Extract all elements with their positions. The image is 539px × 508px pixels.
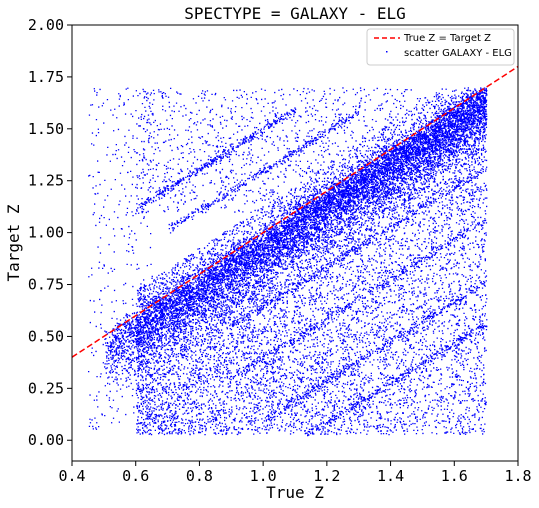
x-tick-label: 0.8 — [186, 467, 213, 485]
x-tick-label: 0.4 — [58, 467, 85, 485]
y-axis-ticks: 0.00 0.25 0.50 0.75 1.00 1.25 1.50 1.75 2.00 — [28, 16, 72, 449]
x-tick-label: 1.4 — [377, 467, 404, 485]
y-tick-label: 2.00 — [28, 16, 64, 34]
legend-label-scatter: scatter GALAXY - ELG — [404, 48, 512, 59]
y-tick-label: 1.50 — [28, 120, 64, 138]
y-tick-label: 1.00 — [28, 224, 64, 242]
legend-point-swatch — [386, 51, 388, 53]
y-tick-label: 0.00 — [28, 431, 64, 449]
y-tick-label: 1.25 — [28, 172, 64, 190]
plot-frame — [71, 24, 519, 462]
y-tick-label: 0.75 — [28, 276, 64, 294]
legend-label-identity: True Z = Target Z — [403, 33, 491, 44]
legend: True Z = Target Z scatter GALAXY - ELG — [366, 28, 515, 66]
y-tick-label: 1.75 — [28, 68, 64, 86]
scatter-points — [88, 87, 488, 437]
chart-title: SPECTYPE = GALAXY - ELG — [184, 4, 406, 23]
x-tick-label: 0.6 — [122, 467, 149, 485]
x-tick-label: 1.8 — [504, 467, 531, 485]
identity-line — [71, 65, 519, 358]
identity-line-series — [71, 65, 519, 358]
x-axis-ticks: 0.4 0.6 0.8 1.0 1.2 1.4 1.6 1.8 — [58, 461, 532, 485]
x-tick-label: 1.2 — [313, 467, 340, 485]
scatter-series — [88, 87, 488, 437]
y-axis-label: Target Z — [4, 204, 23, 281]
x-axis-label: True Z — [266, 483, 324, 502]
x-tick-label: 1.6 — [441, 467, 468, 485]
legend-box — [366, 28, 515, 66]
y-tick-label: 0.50 — [28, 327, 64, 345]
x-tick-label: 1.0 — [250, 467, 277, 485]
y-tick-label: 0.25 — [28, 379, 64, 397]
